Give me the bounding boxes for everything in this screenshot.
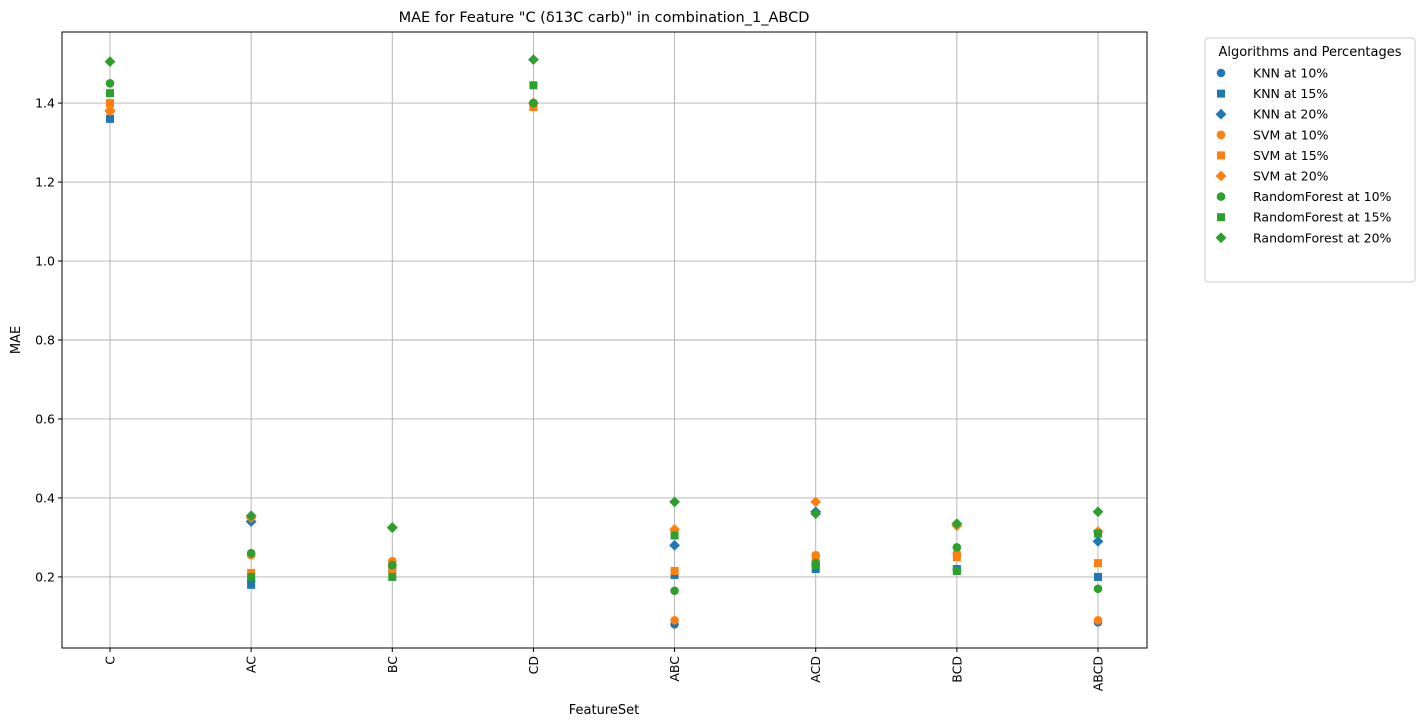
data-point [247, 580, 256, 589]
x-tick-label: ABC [667, 656, 682, 682]
data-point [246, 548, 256, 558]
legend-entry-label: SVM at 20% [1253, 169, 1329, 184]
data-point [1092, 506, 1104, 518]
legend-title: Algorithms and Percentages [1218, 45, 1401, 60]
chart-title: MAE for Feature "C (δ13C carb)" in combi… [399, 10, 810, 26]
x-tick-label: C [103, 656, 118, 665]
data-point [1093, 584, 1103, 594]
x-tick-label: ABCD [1091, 656, 1106, 691]
y-tick-label: 1.4 [35, 96, 55, 111]
legend-entry-label: RandomForest at 20% [1253, 230, 1392, 245]
data-point [1094, 572, 1102, 581]
legend-marker [1217, 89, 1225, 98]
data-point [670, 567, 679, 575]
legend-marker [1217, 213, 1225, 222]
data-point [104, 105, 116, 117]
x-tick-label: CD [526, 656, 541, 674]
legend-marker [1216, 192, 1226, 201]
y-tick-label: 0.4 [35, 490, 55, 505]
data-point [528, 54, 539, 66]
legend-box [1204, 37, 1416, 283]
y-axis-label: MAE [9, 326, 24, 354]
data-point [387, 560, 397, 570]
legend-entry-label: SVM at 15% [1253, 148, 1329, 163]
x-tick-label: BC [385, 656, 400, 673]
data-point [245, 510, 257, 522]
y-axis: 0.2 0.4 0.6 0.8 1.0 1.2 1.4 [35, 96, 62, 584]
legend-entry-label: KNN at 20% [1253, 107, 1328, 122]
legend-items: KNN at 10% KNN at 15% KNN at 20% SVM at 10%… [1215, 66, 1392, 245]
x-axis-label: FeatureSet [569, 703, 639, 718]
data-point [670, 586, 679, 596]
grid-lines [62, 32, 1147, 648]
y-tick-label: 0.6 [35, 411, 55, 426]
data-point [386, 522, 398, 533]
data-point [670, 531, 679, 540]
data-point [529, 98, 538, 108]
legend-entry-label: RandomForest at 15% [1253, 210, 1392, 225]
y-tick-label: 0.2 [35, 569, 55, 584]
legend-marker [1216, 130, 1226, 140]
legend-entry-label: KNN at 15% [1253, 86, 1328, 101]
data-point [105, 79, 115, 88]
data-point [104, 56, 116, 68]
data-point [811, 561, 820, 570]
data-point [952, 567, 961, 575]
data-point [952, 543, 962, 552]
data-points [104, 54, 1104, 629]
data-point [810, 496, 822, 508]
data-point [1094, 529, 1102, 538]
y-tick-label: 0.8 [35, 333, 55, 348]
data-point [951, 518, 963, 530]
data-point [106, 89, 114, 98]
data-point [669, 496, 680, 508]
data-point [1094, 559, 1102, 568]
x-tick-label: ACD [808, 656, 823, 683]
data-point [388, 572, 397, 581]
legend-entry-label: SVM at 10% [1253, 127, 1329, 142]
data-point [1092, 535, 1104, 547]
legend: Algorithms and Percentages KNN at 10%KNN… [1204, 37, 1416, 283]
y-tick-label: 1.0 [35, 254, 55, 269]
legend-entry-label: RandomForest at 10% [1253, 189, 1392, 204]
data-point [670, 616, 679, 625]
data-point [529, 81, 538, 90]
legend-entry-label: KNN at 10% [1253, 66, 1328, 81]
data-point [106, 99, 114, 108]
legend-marker [1215, 232, 1227, 244]
data-point [1093, 616, 1103, 625]
y-tick-label: 1.2 [35, 175, 55, 190]
x-axis: C AC BC CD ABC ACD BCD ABCD [103, 648, 1106, 691]
data-point [952, 553, 961, 562]
data-point [810, 508, 822, 520]
legend-marker [1215, 170, 1227, 182]
data-point [669, 539, 680, 551]
data-point [106, 114, 114, 123]
legend-marker [1217, 151, 1225, 160]
x-tick-label: AC [244, 656, 259, 673]
legend-marker [1216, 68, 1226, 78]
legend-marker [1215, 108, 1227, 120]
x-tick-label: BCD [949, 656, 964, 683]
data-point [247, 572, 256, 581]
